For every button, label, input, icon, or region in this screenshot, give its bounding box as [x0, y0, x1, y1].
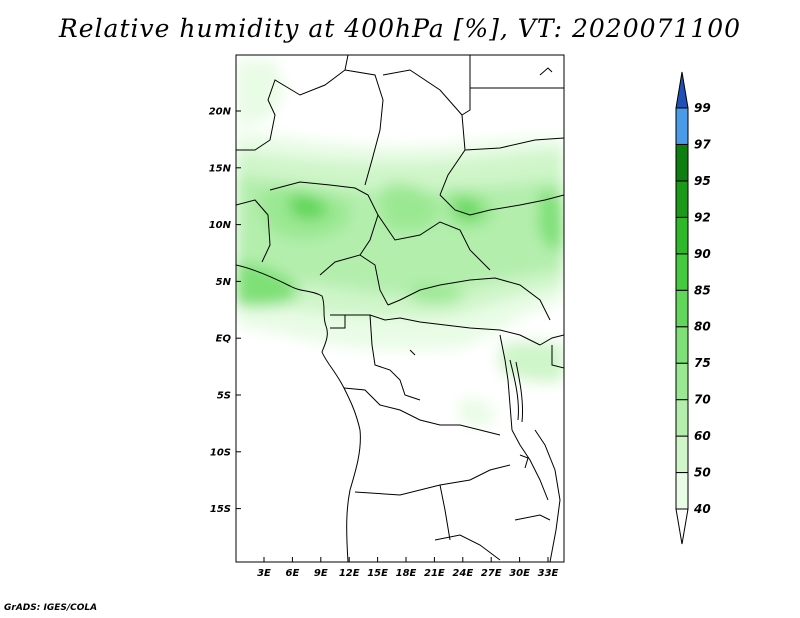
colorbar-label: 85 — [694, 283, 711, 297]
colorbar-label: 50 — [694, 466, 711, 480]
colorbar-box — [675, 253, 689, 291]
colorbar-label: 70 — [694, 393, 711, 407]
colorbar-box — [675, 472, 689, 510]
lon-tick-label: 27E — [481, 568, 502, 579]
colorbar-label: 95 — [694, 174, 711, 188]
lat-tick-label: 5N — [216, 277, 232, 288]
lon-tick-label: 6E — [286, 568, 300, 579]
lon-tick-label: 21E — [424, 568, 445, 579]
lon-tick-label: 12E — [339, 568, 360, 579]
colorbar-label: 40 — [693, 502, 711, 516]
colorbar-box — [675, 326, 689, 364]
colorbar-box — [675, 362, 689, 401]
colorbar-box — [675, 180, 689, 218]
lon-tick-label: 9E — [314, 568, 328, 579]
colorbar-box — [675, 435, 689, 474]
colorbar-label: 99 — [694, 101, 711, 115]
humidity-field — [236, 55, 564, 562]
lon-tick-label: 24E — [452, 568, 473, 579]
credit-text: GrADS: IGES/COLA — [4, 603, 98, 613]
colorbar-label: 80 — [694, 320, 711, 334]
map-frame — [235, 54, 565, 563]
lat-tick-label: EQ — [216, 334, 232, 345]
colorbar-upper-triangle — [675, 71, 689, 109]
colorbar-label: 60 — [694, 429, 711, 443]
colorbar-box — [675, 107, 689, 145]
colorbar-label: 92 — [694, 210, 711, 224]
colorbar-box — [675, 216, 689, 255]
colorbar-label: 75 — [694, 356, 711, 370]
lon-tick-label: 15E — [367, 568, 388, 579]
lat-tick-label: 15S — [210, 504, 231, 515]
colorbar-box — [675, 143, 689, 182]
colorbar-box — [675, 399, 689, 437]
lat-tick-label: 10S — [210, 447, 231, 458]
lat-tick-label: 10N — [209, 220, 232, 231]
colorbar-lower-triangle — [675, 508, 689, 545]
lon-tick-label: 30E — [509, 568, 530, 579]
longitude-axis: 3E 6E 9E 12E 15E 18E 21E 24E 27E 30E 33E — [257, 557, 559, 579]
colorbar-label: 97 — [694, 137, 711, 151]
map-title: Relative humidity at 400hPa [%], VT: 202… — [58, 14, 742, 43]
lat-tick-label: 5S — [217, 391, 231, 402]
lon-tick-label: 18E — [396, 568, 417, 579]
colorbar-box — [675, 289, 689, 328]
lat-tick-label: 20N — [209, 107, 232, 118]
lat-tick-label: 15N — [209, 163, 232, 174]
country-borders — [236, 55, 564, 562]
latitude-axis: 20N 15N 10N 5N EQ 5S 10S 15S — [209, 107, 241, 515]
colorbar-label: 90 — [694, 247, 711, 261]
lon-tick-label: 33E — [538, 568, 559, 579]
colorbar: 40 50 60 70 75 80 85 90 92 95 97 99 — [675, 71, 711, 545]
lon-tick-label: 3E — [257, 568, 271, 579]
